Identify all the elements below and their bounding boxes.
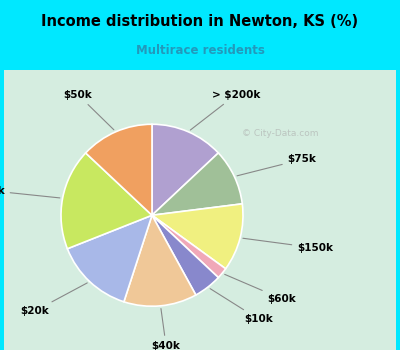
Wedge shape [86,124,152,215]
Text: $30k: $30k [0,186,60,198]
Wedge shape [67,215,152,302]
Wedge shape [152,153,242,215]
Wedge shape [61,153,152,249]
Wedge shape [152,124,218,215]
Wedge shape [152,215,226,278]
Text: $150k: $150k [243,238,333,253]
Text: Income distribution in Newton, KS (%): Income distribution in Newton, KS (%) [42,14,358,29]
Text: Multirace residents: Multirace residents [136,44,264,57]
Text: $40k: $40k [152,309,180,350]
Text: $60k: $60k [225,274,296,304]
Text: © City-Data.com: © City-Data.com [242,128,318,138]
Text: > $200k: > $200k [190,90,260,130]
Text: $20k: $20k [21,283,87,316]
Text: $50k: $50k [64,90,114,130]
Text: $75k: $75k [237,154,316,176]
Text: $10k: $10k [210,289,273,324]
Wedge shape [152,204,243,269]
Wedge shape [152,215,218,295]
Wedge shape [124,215,196,306]
